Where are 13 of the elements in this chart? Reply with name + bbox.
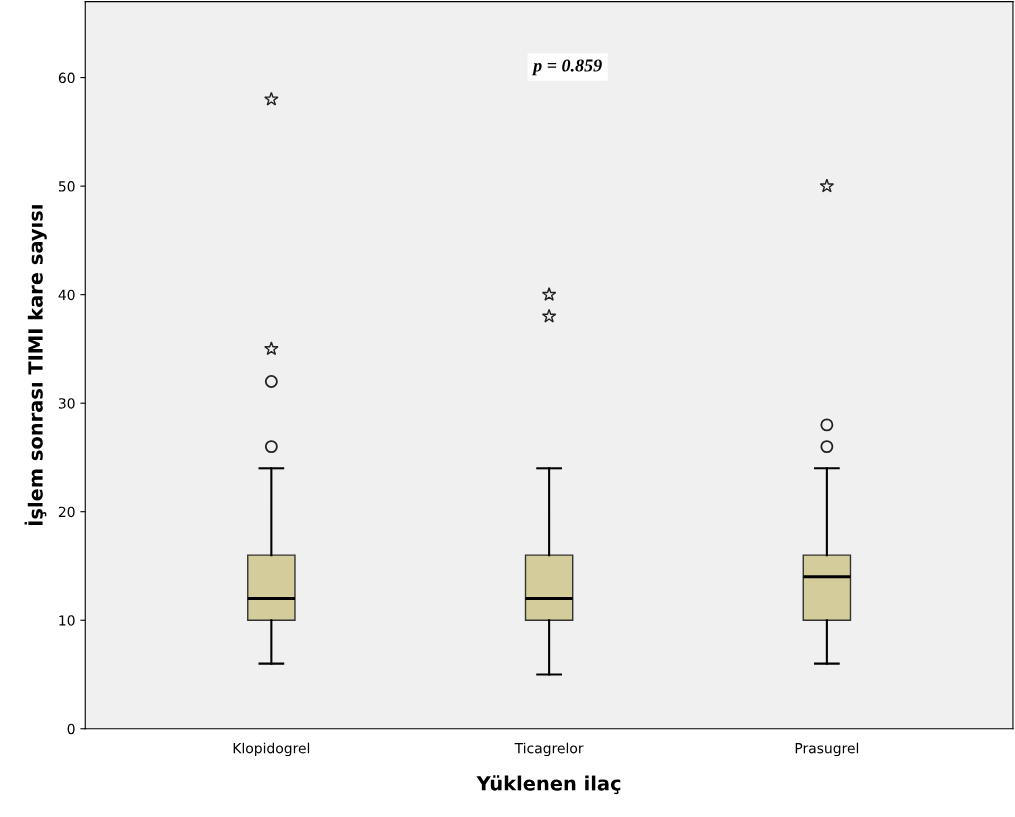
x-tick-label: Ticagrelor <box>514 742 584 757</box>
y-tick-label: 20 <box>58 506 75 518</box>
y-tick-label: 40 <box>58 289 75 301</box>
y-tick-label: 60 <box>58 72 75 84</box>
y-tick-label: 30 <box>58 398 75 409</box>
y-axis-title: İşlem sonrası TIMI kare sayısı <box>24 205 47 526</box>
y-tick-label: 10 <box>59 615 75 626</box>
annotation: p = 0.859 <box>531 59 602 76</box>
x-tick-label: Klopidogrel <box>233 742 310 757</box>
y-tick-label: 0 <box>67 723 75 735</box>
y-tick-label: 50 <box>58 181 75 192</box>
x-axis-title: Yüklenen ilaç <box>476 775 621 795</box>
x-tick-label: Prasugrel <box>795 742 859 757</box>
